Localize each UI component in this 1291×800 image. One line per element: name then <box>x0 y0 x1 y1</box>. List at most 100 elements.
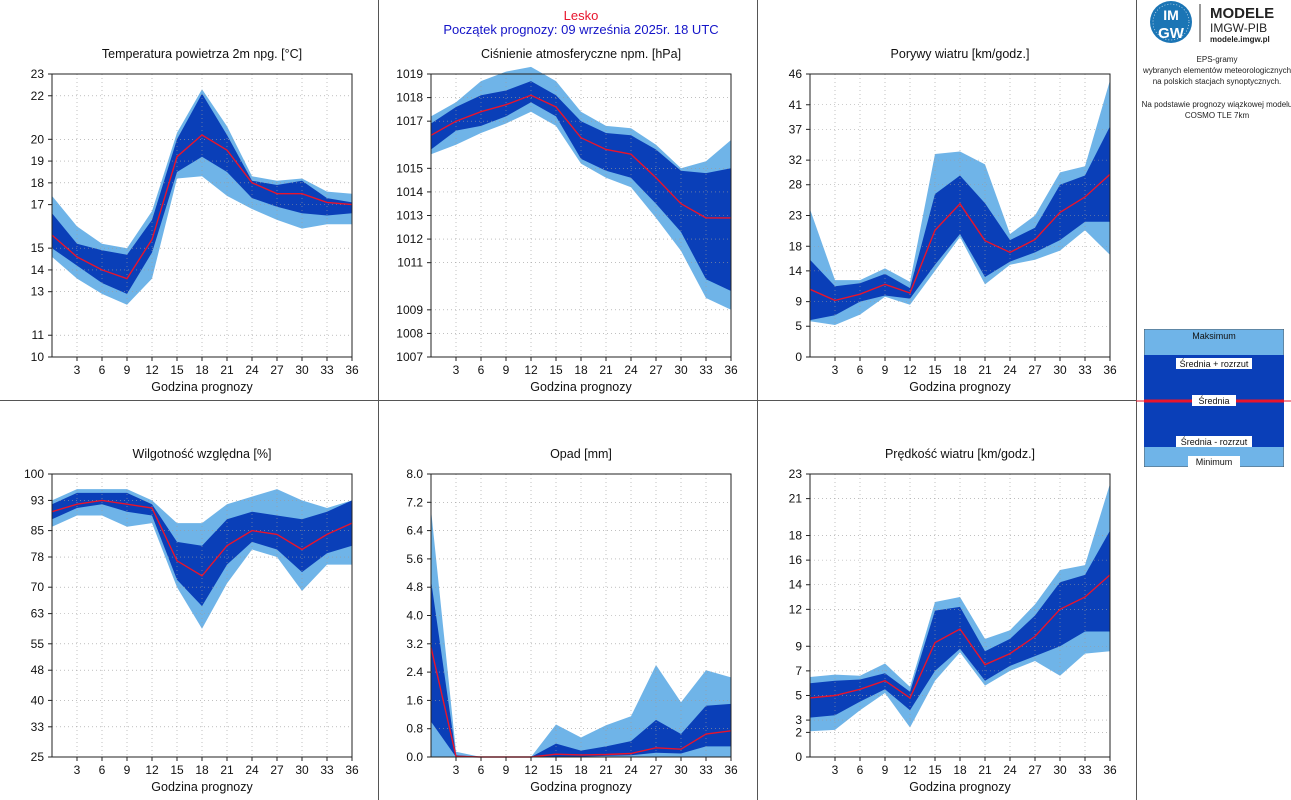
x-tick-label: 15 <box>928 763 942 777</box>
x-tick-label: 30 <box>1053 363 1067 377</box>
y-tick-label: 9 <box>795 639 802 653</box>
y-tick-label: 25 <box>31 750 45 764</box>
x-tick-label: 12 <box>524 763 538 777</box>
x-tick-label: 18 <box>953 763 967 777</box>
x-tick-label: 3 <box>453 363 460 377</box>
chart-title: Opad [mm] <box>550 447 612 461</box>
mean-line <box>430 94 731 219</box>
legend-label-min: Minimum <box>1196 457 1233 467</box>
station-name: Lesko <box>564 8 599 23</box>
x-tick-label: 3 <box>832 363 839 377</box>
y-tick-label: 63 <box>31 607 45 621</box>
mean-line <box>51 134 353 280</box>
x-tick-label: 18 <box>953 363 967 377</box>
y-tick-label: 14 <box>789 264 803 278</box>
x-tick-label: 24 <box>624 763 638 777</box>
x-tick-label: 24 <box>1003 363 1017 377</box>
x-tick-label: 24 <box>245 363 259 377</box>
info-line: EPS-gramy <box>1197 55 1238 64</box>
y-tick-label: 1007 <box>396 350 423 364</box>
x-tick-label: 30 <box>295 763 309 777</box>
y-tick-label: 6.4 <box>406 524 423 538</box>
x-tick-label: 24 <box>624 363 638 377</box>
y-tick-label: 48 <box>31 663 45 677</box>
legend-label-mean-plus: Średnia + rozrzut <box>1180 358 1249 369</box>
chart-title: Prędkość wiatru [km/godz.] <box>885 447 1035 461</box>
y-tick-label: 9 <box>795 295 802 309</box>
x-tick-label: 12 <box>524 363 538 377</box>
x-tick-label: 9 <box>503 763 510 777</box>
x-tick-label: 27 <box>1028 763 1042 777</box>
x-tick-label: 21 <box>978 763 992 777</box>
y-tick-label: 3 <box>795 713 802 727</box>
y-tick-label: 33 <box>31 720 45 734</box>
x-tick-label: 30 <box>1053 763 1067 777</box>
logo-url: modele.imgw.pl <box>1210 35 1270 44</box>
legend-label-max: Maksimum <box>1192 331 1236 341</box>
y-tick-label: 20 <box>31 132 45 146</box>
x-tick-label: 33 <box>1078 363 1092 377</box>
y-tick-label: 5 <box>795 319 802 333</box>
x-tick-label: 36 <box>345 763 359 777</box>
y-tick-label: 1014 <box>396 185 423 199</box>
y-tick-label: 55 <box>31 637 45 651</box>
y-tick-label: 1013 <box>396 209 423 223</box>
x-axis-label: Godzina prognozy <box>151 380 253 394</box>
y-tick-label: 7 <box>795 664 802 678</box>
legend: Maksimum Średnia + rozrzut Średnia Średn… <box>1143 328 1285 468</box>
y-tick-label: 41 <box>789 98 803 112</box>
x-tick-label: 27 <box>649 363 663 377</box>
logo-subtitle: IMGW-PIB <box>1210 21 1267 35</box>
chart-title: Ciśnienie atmosferyczne npm. [hPa] <box>481 47 681 61</box>
band-spread <box>810 126 1110 321</box>
info-text: EPS-gramy wybranych elementów meteorolog… <box>1142 55 1291 120</box>
info-line: COSMO TLE 7km <box>1185 111 1250 120</box>
x-tick-label: 15 <box>928 363 942 377</box>
y-tick-label: 16 <box>789 553 803 567</box>
y-tick-label: 23 <box>789 209 803 223</box>
x-tick-label: 6 <box>478 363 485 377</box>
x-tick-label: 27 <box>270 363 284 377</box>
y-tick-label: 3.2 <box>406 637 423 651</box>
imgw-logo-icon: IM GW <box>1150 1 1192 43</box>
x-tick-label: 30 <box>295 363 309 377</box>
chart-humidity: 3 6 9 12 15 18 21 24 27 30 33 362533404855637078859… <box>24 447 359 794</box>
y-tick-label: 93 <box>31 493 45 507</box>
mean-line <box>51 499 353 577</box>
y-tick-label: 1017 <box>396 114 423 128</box>
x-tick-label: 36 <box>1103 763 1117 777</box>
band-spread <box>810 530 1110 718</box>
legend-label-mean: Średnia <box>1198 395 1229 406</box>
x-tick-label: 30 <box>674 363 688 377</box>
x-axis-label: Godzina prognozy <box>909 380 1011 394</box>
x-tick-label: 21 <box>978 363 992 377</box>
chart-pressure: 3 6 9 12 15 18 21 24 27 30 33 361007100810091011101… <box>396 47 738 394</box>
x-tick-label: 12 <box>903 363 917 377</box>
legend-label-mean-minus: Średnia - rozrzut <box>1181 436 1248 447</box>
y-tick-label: 14 <box>31 263 45 277</box>
x-tick-label: 27 <box>649 763 663 777</box>
band-spread <box>52 93 352 294</box>
x-tick-label: 9 <box>882 763 889 777</box>
x-tick-label: 9 <box>503 363 510 377</box>
y-tick-label: 18 <box>789 239 803 253</box>
x-tick-label: 6 <box>99 363 106 377</box>
y-tick-label: 19 <box>31 154 45 168</box>
x-axis-label: Godzina prognozy <box>530 380 632 394</box>
y-tick-label: 5.6 <box>406 552 423 566</box>
chart-wind: 3 6 9 12 15 18 21 24 27 30 33 36023579121416182123P… <box>789 447 1117 794</box>
y-tick-label: 7.2 <box>406 495 423 509</box>
x-tick-label: 9 <box>124 363 131 377</box>
y-tick-label: 32 <box>789 153 803 167</box>
x-tick-label: 24 <box>1003 763 1017 777</box>
y-tick-label: 2 <box>795 725 802 739</box>
x-tick-label: 24 <box>245 763 259 777</box>
band-spread <box>52 492 352 607</box>
forecast-start: Początek prognozy: 09 września 2025r. 18… <box>443 22 718 37</box>
y-tick-label: 1.6 <box>406 693 423 707</box>
x-tick-label: 21 <box>599 763 613 777</box>
y-tick-label: 0.8 <box>406 722 423 736</box>
y-tick-label: 1011 <box>397 256 423 270</box>
y-tick-label: 4.8 <box>406 580 423 594</box>
